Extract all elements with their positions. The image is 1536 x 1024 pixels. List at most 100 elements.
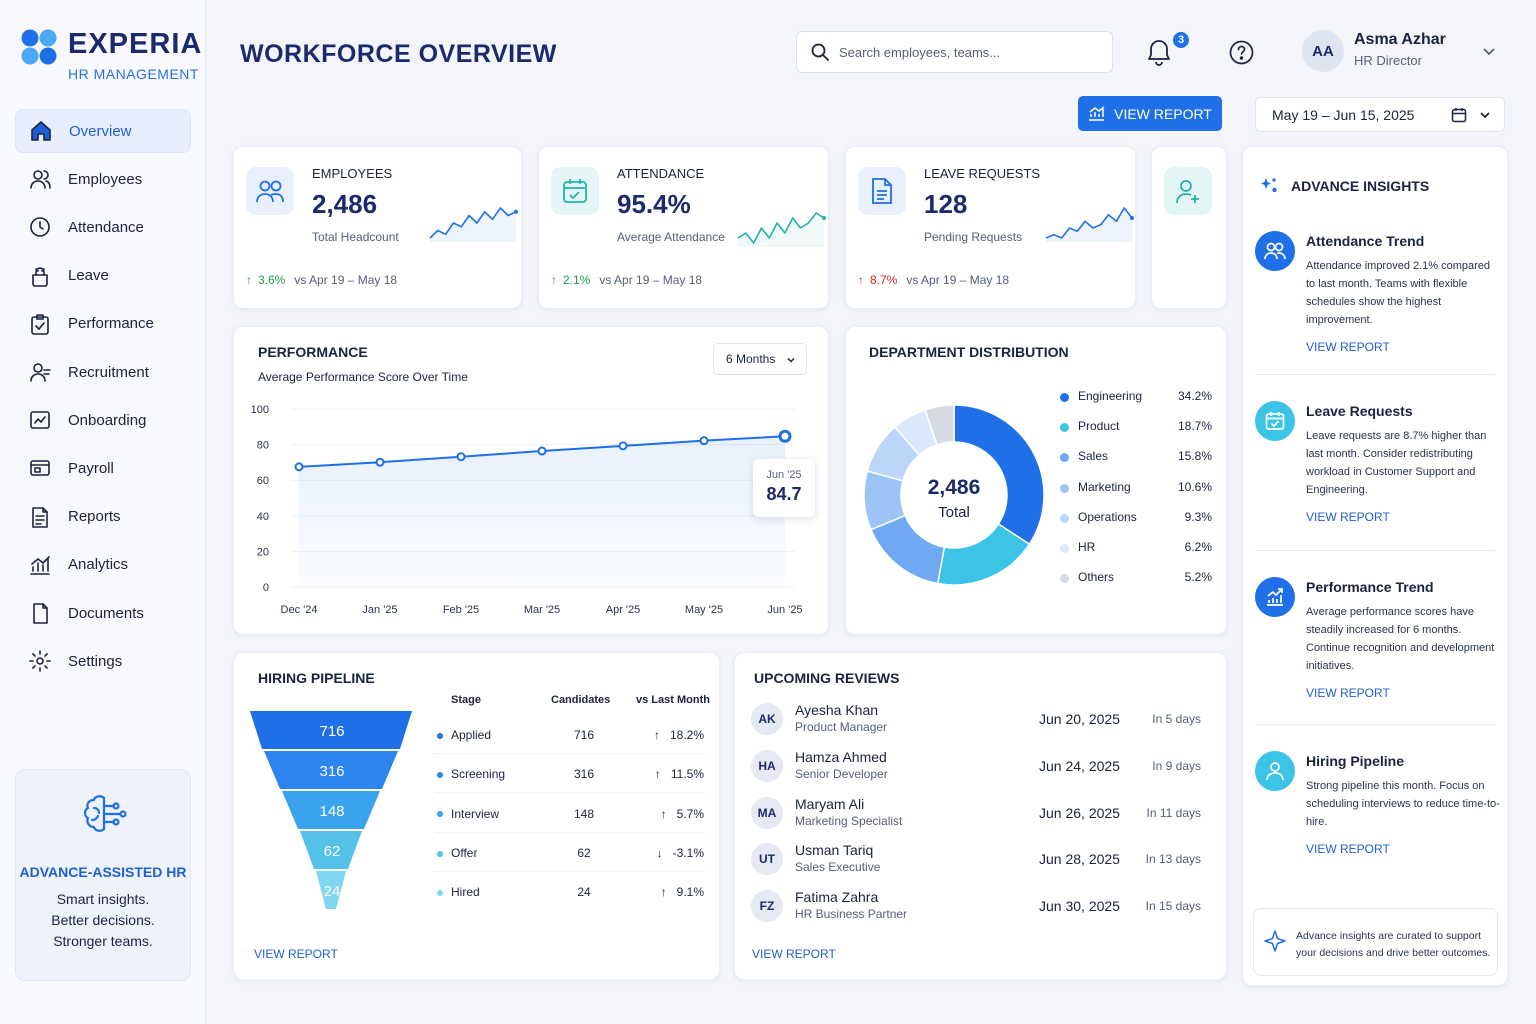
- stage-cell: Screening: [437, 767, 505, 781]
- donut-slice-others[interactable]: [924, 404, 955, 446]
- sidebar-item-label: Payroll: [68, 459, 114, 477]
- sidebar-item-leave[interactable]: Leave: [15, 254, 191, 298]
- help-icon[interactable]: [1229, 40, 1254, 65]
- search-input[interactable]: [839, 44, 1079, 60]
- insight-divider: [1255, 724, 1495, 725]
- promo-line: Better decisions.: [51, 912, 155, 928]
- bell-icon[interactable]: [1146, 38, 1172, 66]
- insight-view-report-link[interactable]: VIEW REPORT: [1306, 686, 1390, 700]
- arrow-up-icon: ↑: [653, 728, 660, 742]
- funnel-segment-interview[interactable]: [282, 791, 380, 829]
- review-row[interactable]: MA Maryam Ali Marketing Specialist Jun 26, …: [735, 794, 1228, 834]
- insight-view-report-link[interactable]: VIEW REPORT: [1306, 510, 1390, 524]
- data-point[interactable]: [537, 446, 547, 456]
- kpi-value: 128: [924, 189, 968, 219]
- clock-icon: [29, 216, 51, 238]
- user-role: HR Director: [1354, 53, 1422, 68]
- sparkline-line: [429, 207, 517, 239]
- legend-swatch: [1060, 574, 1069, 584]
- review-row[interactable]: UT Usman Tariq Sales Executive Jun 28, 2025…: [735, 840, 1228, 880]
- legend-label: Sales: [1078, 449, 1109, 464]
- range-select-value: 6 Months: [726, 352, 776, 366]
- avatar[interactable]: AA: [1302, 30, 1344, 72]
- hiring-view-report-link[interactable]: VIEW REPORT: [254, 947, 338, 961]
- kpi-card-attendance[interactable]: ATTENDANCE 95.4% Average Attendance ↑ 2.…: [538, 146, 829, 309]
- reviewer-role: Senior Developer: [795, 766, 888, 781]
- legend-item: Engineering 34.2%: [1060, 388, 1212, 406]
- kpi-value: 2,486: [312, 189, 378, 219]
- view-report-button[interactable]: VIEW REPORT: [1078, 96, 1222, 131]
- sparkline-point: [1130, 216, 1134, 220]
- legend-swatch: [1060, 453, 1069, 463]
- sparkline-point: [514, 209, 518, 214]
- sidebar-item-attendance[interactable]: Attendance: [15, 205, 191, 249]
- funnel-segment-offer[interactable]: [300, 831, 362, 869]
- leave-icon: [29, 265, 51, 287]
- user-name: Asma Azhar: [1354, 31, 1446, 48]
- funnel-segment-screening[interactable]: [264, 751, 398, 789]
- review-row[interactable]: AK Ayesha Khan Product Manager Jun 20, 2025…: [735, 700, 1228, 740]
- funnel-value: 716: [319, 723, 344, 740]
- sidebar-item-analytics[interactable]: Analytics: [15, 543, 191, 587]
- sidebar-item-payroll[interactable]: Payroll: [15, 446, 191, 490]
- donut-slice-engineering[interactable]: [953, 404, 1045, 546]
- sidebar-item-label: Documents: [68, 604, 144, 622]
- insight-view-report-link[interactable]: VIEW REPORT: [1306, 842, 1390, 856]
- insights-footer-text: Advance insights are curated to support …: [1296, 930, 1491, 959]
- review-row[interactable]: HA Hamza Ahmed Senior Developer Jun 24, 202…: [735, 747, 1228, 787]
- data-point[interactable]: [778, 429, 792, 443]
- promo-line: Stronger teams.: [53, 933, 153, 949]
- kpi-card-leave[interactable]: LEAVE REQUESTS 128 Pending Requests ↑ 8.…: [845, 146, 1136, 309]
- avatar: MA: [751, 796, 783, 829]
- change-cell: ↑ 11.5%: [646, 767, 704, 781]
- sidebar-item-documents[interactable]: Documents: [15, 591, 191, 635]
- funnel-segment-applied[interactable]: [250, 711, 412, 749]
- candidates-cell: 24: [577, 885, 591, 900]
- insight-text: Average performance scores have steadily…: [1306, 606, 1495, 672]
- kpi-change: ↑ 3.6% vs Apr 19 – May 18: [246, 273, 397, 287]
- review-row[interactable]: FZ Fatima Zahra HR Business Partner Jun 30,…: [735, 887, 1228, 927]
- sidebar-item-reports[interactable]: Reports: [15, 495, 191, 539]
- funnel-segment-hired[interactable]: [316, 871, 346, 909]
- chevron-down-icon[interactable]: [1482, 44, 1496, 58]
- stage-label: Hired: [451, 885, 480, 900]
- data-point[interactable]: [456, 452, 466, 462]
- person-icon: [1255, 751, 1295, 791]
- sidebar-item-performance[interactable]: Performance: [15, 302, 191, 346]
- reviewer-name: Maryam Ali: [795, 795, 865, 812]
- reviews-card: UPCOMING REVIEWS AK Ayesha Khan Product Ma…: [734, 652, 1227, 980]
- review-date: Jun 28, 2025: [1039, 851, 1120, 868]
- legend-value: 34.2%: [1177, 389, 1212, 403]
- search-bar[interactable]: [796, 31, 1113, 73]
- sidebar-item-employees[interactable]: Employees: [15, 157, 191, 201]
- x-tick-label: Jan '25: [362, 604, 397, 616]
- data-point[interactable]: [618, 441, 628, 451]
- sidebar-item-settings[interactable]: Settings: [15, 639, 191, 683]
- sidebar-item-overview[interactable]: Overview: [15, 109, 191, 153]
- stage-cell: Applied: [437, 728, 491, 742]
- department-donut-chart: [863, 404, 1045, 586]
- legend-swatch: [1060, 423, 1069, 433]
- stage-label: Offer: [451, 845, 478, 860]
- legend-item: Others 5.2%: [1060, 569, 1212, 587]
- change-cell: ↓ -3.1%: [646, 846, 704, 860]
- insight-view-report-link[interactable]: VIEW REPORT: [1306, 340, 1390, 354]
- sparkle-icon: [1261, 178, 1277, 193]
- sparkline-area: [738, 213, 824, 247]
- reviews-view-report-link[interactable]: VIEW REPORT: [752, 947, 836, 961]
- data-point[interactable]: [699, 436, 709, 446]
- date-range-picker[interactable]: May 19 – Jun 15, 2025: [1255, 97, 1505, 132]
- date-range-value: May 19 – Jun 15, 2025: [1272, 106, 1415, 123]
- range-select[interactable]: 6 Months: [713, 343, 807, 375]
- kpi-card-partial[interactable]: [1151, 146, 1227, 309]
- stage-dot: [437, 732, 443, 739]
- sidebar-item-recruitment[interactable]: Recruitment: [15, 350, 191, 394]
- sidebar-item-onboarding[interactable]: Onboarding: [15, 398, 191, 442]
- analytics-icon: [29, 554, 51, 576]
- data-point[interactable]: [375, 457, 385, 467]
- kpi-value: 95.4%: [617, 189, 691, 219]
- arrow-up-icon: ↑: [660, 885, 667, 900]
- kpi-card-employees[interactable]: EMPLOYEES 2,486 Total Headcount ↑ 3.6% v…: [233, 146, 522, 309]
- data-point[interactable]: [294, 462, 304, 472]
- funnel-value: 24: [324, 883, 341, 900]
